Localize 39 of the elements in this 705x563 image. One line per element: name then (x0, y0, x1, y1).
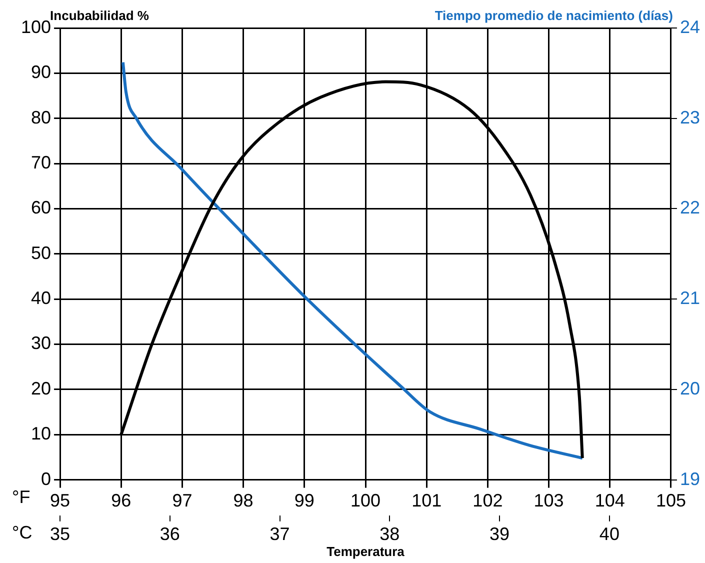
y-tick-label: 70 (31, 152, 52, 173)
x2-tick-label: 39 (490, 524, 510, 544)
y2-tick-label: 21 (680, 288, 700, 308)
x2-tick-label: 40 (599, 524, 620, 544)
x-tick-label: 104 (594, 490, 625, 511)
x2-tick-label: 35 (50, 524, 70, 544)
text: °F (12, 486, 30, 507)
y-tick-label: 10 (31, 424, 52, 444)
y-tick-label: 40 (31, 288, 52, 308)
text: °C (12, 522, 32, 542)
y-tick-label: 90 (31, 62, 52, 82)
y-tick-label: 20 (31, 378, 52, 398)
y-tick-label: 50 (31, 242, 52, 263)
x-tick-label: 99 (294, 490, 314, 511)
x-tick-label: 105 (656, 490, 686, 511)
y2-tick-label: 24 (680, 16, 700, 37)
x-tick-label: 100 (350, 490, 381, 511)
x2-tick-label: 36 (160, 524, 180, 544)
x-axis-title: Temperatura (326, 544, 406, 560)
y-tick-label: 80 (31, 107, 52, 128)
x-tick-label: 102 (472, 490, 503, 511)
y2-axis-title: Tiempo promedio de nacimiento (días) (434, 8, 673, 24)
y-tick-label: 0 (41, 468, 52, 489)
y2-tick-label: 19 (680, 468, 700, 489)
x-tick-label: 101 (412, 490, 442, 511)
y2-tick-label: 23 (680, 107, 700, 128)
x2-tick-label: 37 (270, 524, 290, 544)
x-tick-label: 96 (111, 490, 132, 511)
x-tick-label: 103 (534, 490, 564, 511)
x2-tick-label: 38 (380, 524, 400, 544)
x-tick-label: 98 (233, 490, 254, 511)
y-tick-label: 60 (31, 198, 52, 218)
y2-tick-label: 22 (680, 198, 700, 218)
x-tick-label: 97 (172, 490, 192, 511)
y-tick-label: 100 (20, 16, 52, 37)
y-axis-title: Incubabilidad % (50, 8, 150, 24)
x-tick-label: 95 (50, 490, 70, 511)
y2-tick-label: 20 (680, 378, 700, 398)
y-tick-label: 30 (31, 333, 52, 354)
